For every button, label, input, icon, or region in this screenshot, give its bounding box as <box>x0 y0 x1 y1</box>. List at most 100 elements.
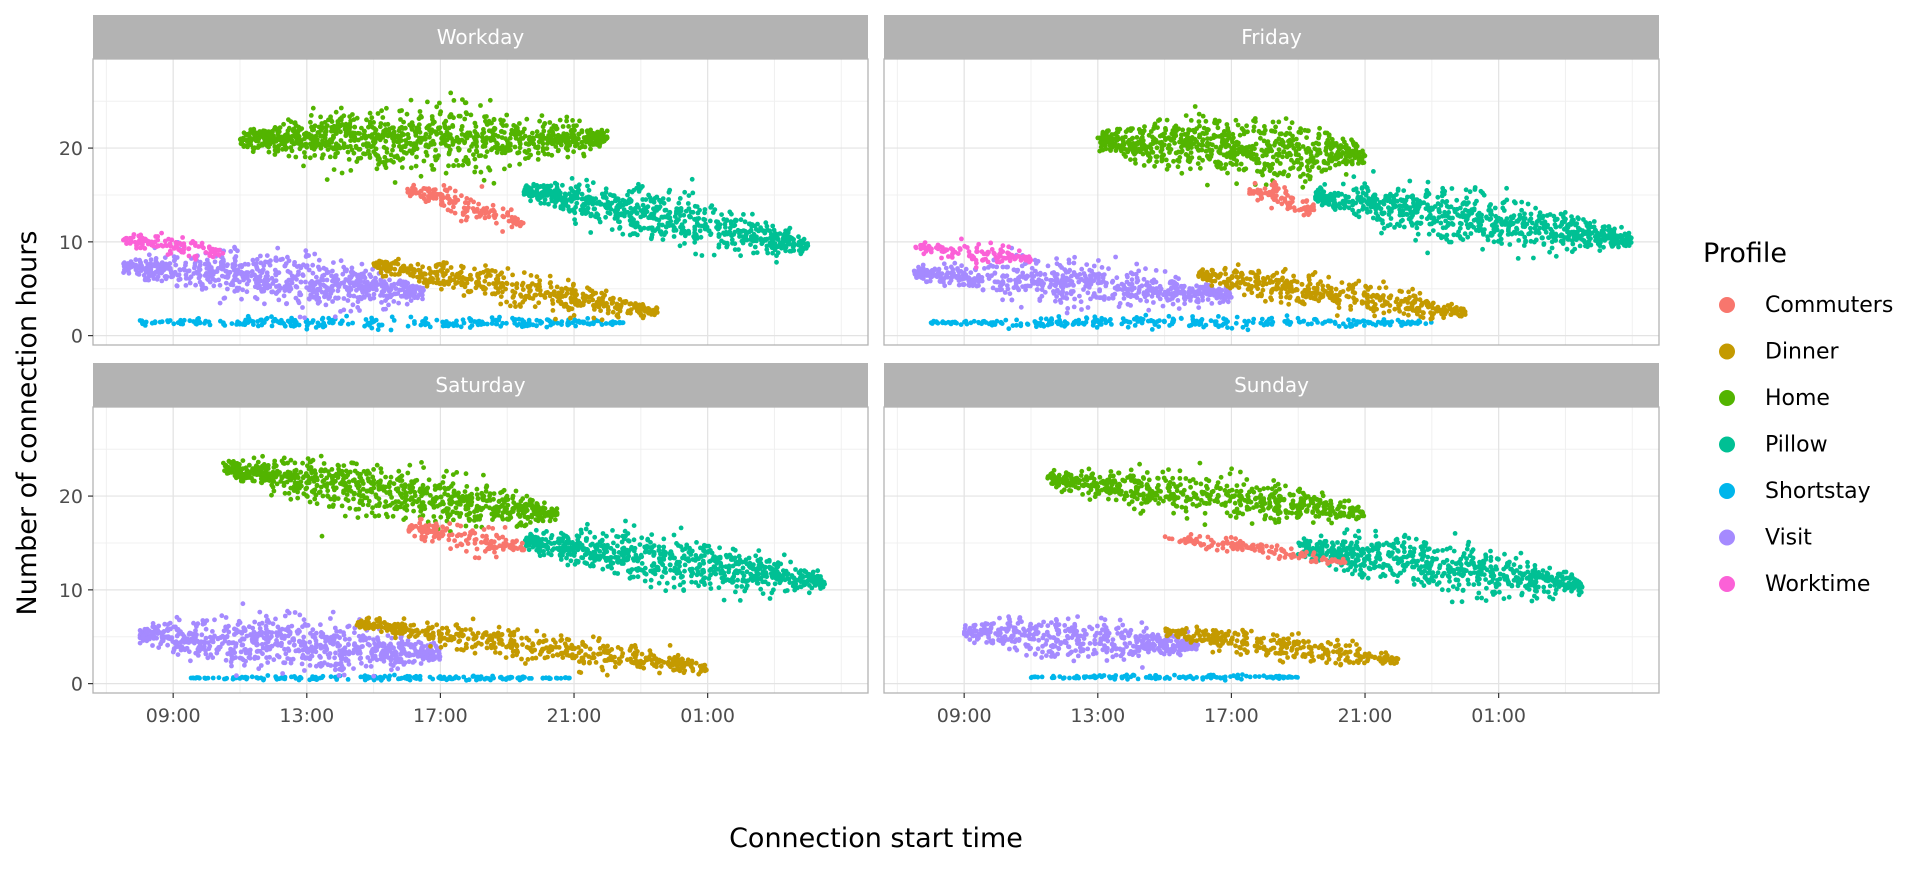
data-point <box>1179 316 1184 321</box>
data-point <box>586 140 591 145</box>
data-point <box>176 277 181 282</box>
data-point <box>666 197 671 202</box>
data-point <box>293 323 298 328</box>
data-point <box>570 118 575 123</box>
data-point <box>126 269 131 274</box>
data-point <box>952 261 957 266</box>
data-point <box>246 262 251 267</box>
data-point <box>921 263 926 268</box>
data-point <box>1095 318 1100 323</box>
data-point <box>1009 253 1014 258</box>
data-point <box>211 283 216 288</box>
data-point <box>239 297 244 302</box>
data-point <box>166 237 171 242</box>
data-point <box>414 164 419 169</box>
data-point <box>166 320 171 325</box>
data-point <box>405 112 410 117</box>
data-point <box>1084 262 1089 267</box>
data-point <box>1072 261 1077 266</box>
data-point <box>218 283 223 288</box>
data-point <box>650 232 655 237</box>
data-point <box>494 221 499 226</box>
data-point <box>522 192 527 197</box>
data-point <box>207 246 212 251</box>
data-point <box>1030 266 1035 271</box>
data-point <box>341 280 346 285</box>
data-point <box>360 295 365 300</box>
data-point <box>1054 282 1059 287</box>
data-point <box>611 310 616 315</box>
data-point <box>370 320 375 325</box>
data-point <box>993 279 998 284</box>
data-point <box>271 140 276 145</box>
data-point <box>392 318 397 323</box>
data-point <box>422 192 427 197</box>
data-point <box>565 132 570 137</box>
data-point <box>1079 267 1084 272</box>
data-point <box>1015 286 1020 291</box>
data-point <box>237 322 242 327</box>
data-point <box>361 285 366 290</box>
data-point <box>957 274 962 279</box>
data-point <box>1218 290 1223 295</box>
data-point <box>804 246 809 251</box>
data-point <box>599 139 604 144</box>
data-point <box>391 143 396 148</box>
data-point <box>451 200 456 205</box>
data-point <box>570 306 575 311</box>
data-point <box>976 275 981 280</box>
data-point <box>398 288 403 293</box>
data-point <box>1050 321 1055 326</box>
data-point <box>348 309 353 314</box>
data-point <box>483 286 488 291</box>
data-point <box>487 128 492 133</box>
data-point <box>396 262 401 267</box>
data-point <box>383 139 388 144</box>
data-point <box>494 322 499 327</box>
data-point <box>781 236 786 241</box>
data-point <box>620 300 625 305</box>
data-point <box>226 274 231 279</box>
data-point <box>501 118 506 123</box>
data-point <box>549 193 554 198</box>
data-point <box>1072 270 1077 275</box>
data-point <box>682 241 687 246</box>
data-point <box>401 144 406 149</box>
data-point <box>1260 317 1265 322</box>
data-point <box>500 321 505 326</box>
data-point <box>361 151 366 156</box>
data-point <box>1194 299 1199 304</box>
data-point <box>354 159 359 164</box>
data-point <box>635 303 640 308</box>
data-point <box>563 196 568 201</box>
data-point <box>269 134 274 139</box>
data-point <box>1279 295 1284 300</box>
data-point <box>1037 298 1042 303</box>
data-point <box>289 323 294 328</box>
data-point <box>268 263 273 268</box>
data-point <box>174 283 179 288</box>
data-point <box>1050 271 1055 276</box>
data-point <box>1220 323 1225 328</box>
data-point <box>380 261 385 266</box>
data-point <box>551 308 556 313</box>
data-point <box>1287 322 1292 327</box>
data-point <box>302 132 307 137</box>
data-point <box>400 156 405 161</box>
data-point <box>418 271 423 276</box>
data-point <box>196 316 201 321</box>
data-point <box>1205 287 1210 292</box>
data-point <box>433 148 438 153</box>
data-point <box>352 131 357 136</box>
data-point <box>191 319 196 324</box>
data-point <box>474 148 479 153</box>
data-point <box>648 195 653 200</box>
data-point <box>330 279 335 284</box>
data-point <box>441 273 446 278</box>
data-point <box>142 246 147 251</box>
data-point <box>528 198 533 203</box>
data-point <box>696 211 701 216</box>
data-point <box>289 287 294 292</box>
data-point <box>638 185 643 190</box>
data-point <box>265 316 270 321</box>
